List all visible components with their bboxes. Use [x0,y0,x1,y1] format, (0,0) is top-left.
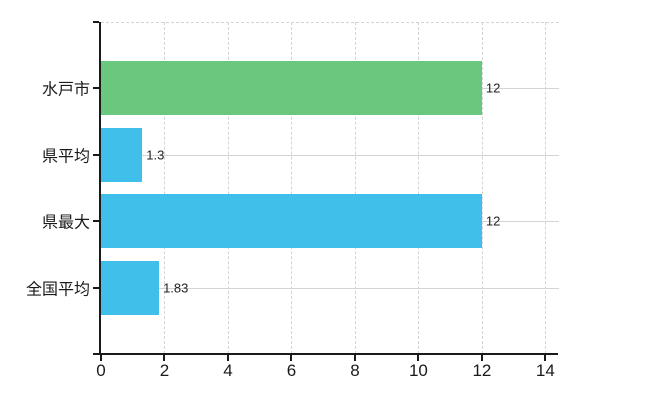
bar [101,194,482,249]
x-axis-tick [417,355,420,361]
category-label: 水戸市 [41,81,90,99]
x-axis-line [99,353,558,355]
value-label: 1.83 [163,280,189,296]
plot-top-border [101,22,559,23]
x-axis-tick [163,355,166,361]
value-label: 12 [485,213,501,229]
x-axis-tick [353,355,356,361]
y-gridline [101,287,559,289]
category-label: 県平均 [41,148,90,166]
value-label: 12 [485,80,501,96]
category-label: 県最大 [41,214,90,232]
category-label: 全国平均 [25,281,90,299]
x-tick-label: 6 [286,361,297,380]
x-tick-label: 8 [350,361,360,380]
x-gridline [354,22,356,354]
x-gridline [227,22,229,354]
y-axis-tick [93,286,99,289]
x-axis-tick [290,355,293,361]
y-gridline [101,154,559,156]
bar [101,61,482,116]
x-axis-tick [544,355,547,361]
x-gridline [418,22,420,354]
x-tick-label: 2 [159,361,170,380]
bar [101,260,160,315]
x-axis-tick [226,355,229,361]
y-axis-tick [93,21,99,23]
x-tick-label: 10 [408,361,428,380]
y-axis-tick [93,153,99,156]
y-axis-tick [93,220,99,223]
bar [101,127,143,182]
x-axis-tick [480,355,483,361]
x-gridline [291,22,293,354]
x-gridline [481,22,483,354]
x-tick-label: 14 [535,361,555,380]
x-gridline [545,22,547,354]
x-gridline [164,22,166,354]
y-axis-tick [93,87,99,90]
x-tick-label: 0 [96,361,106,380]
x-axis-tick [100,355,102,361]
x-tick-label: 4 [223,361,233,380]
y-axis-line [99,22,101,355]
x-tick-label: 12 [472,361,492,380]
y-axis-tick [93,353,99,355]
value-label: 1.3 [146,147,165,163]
